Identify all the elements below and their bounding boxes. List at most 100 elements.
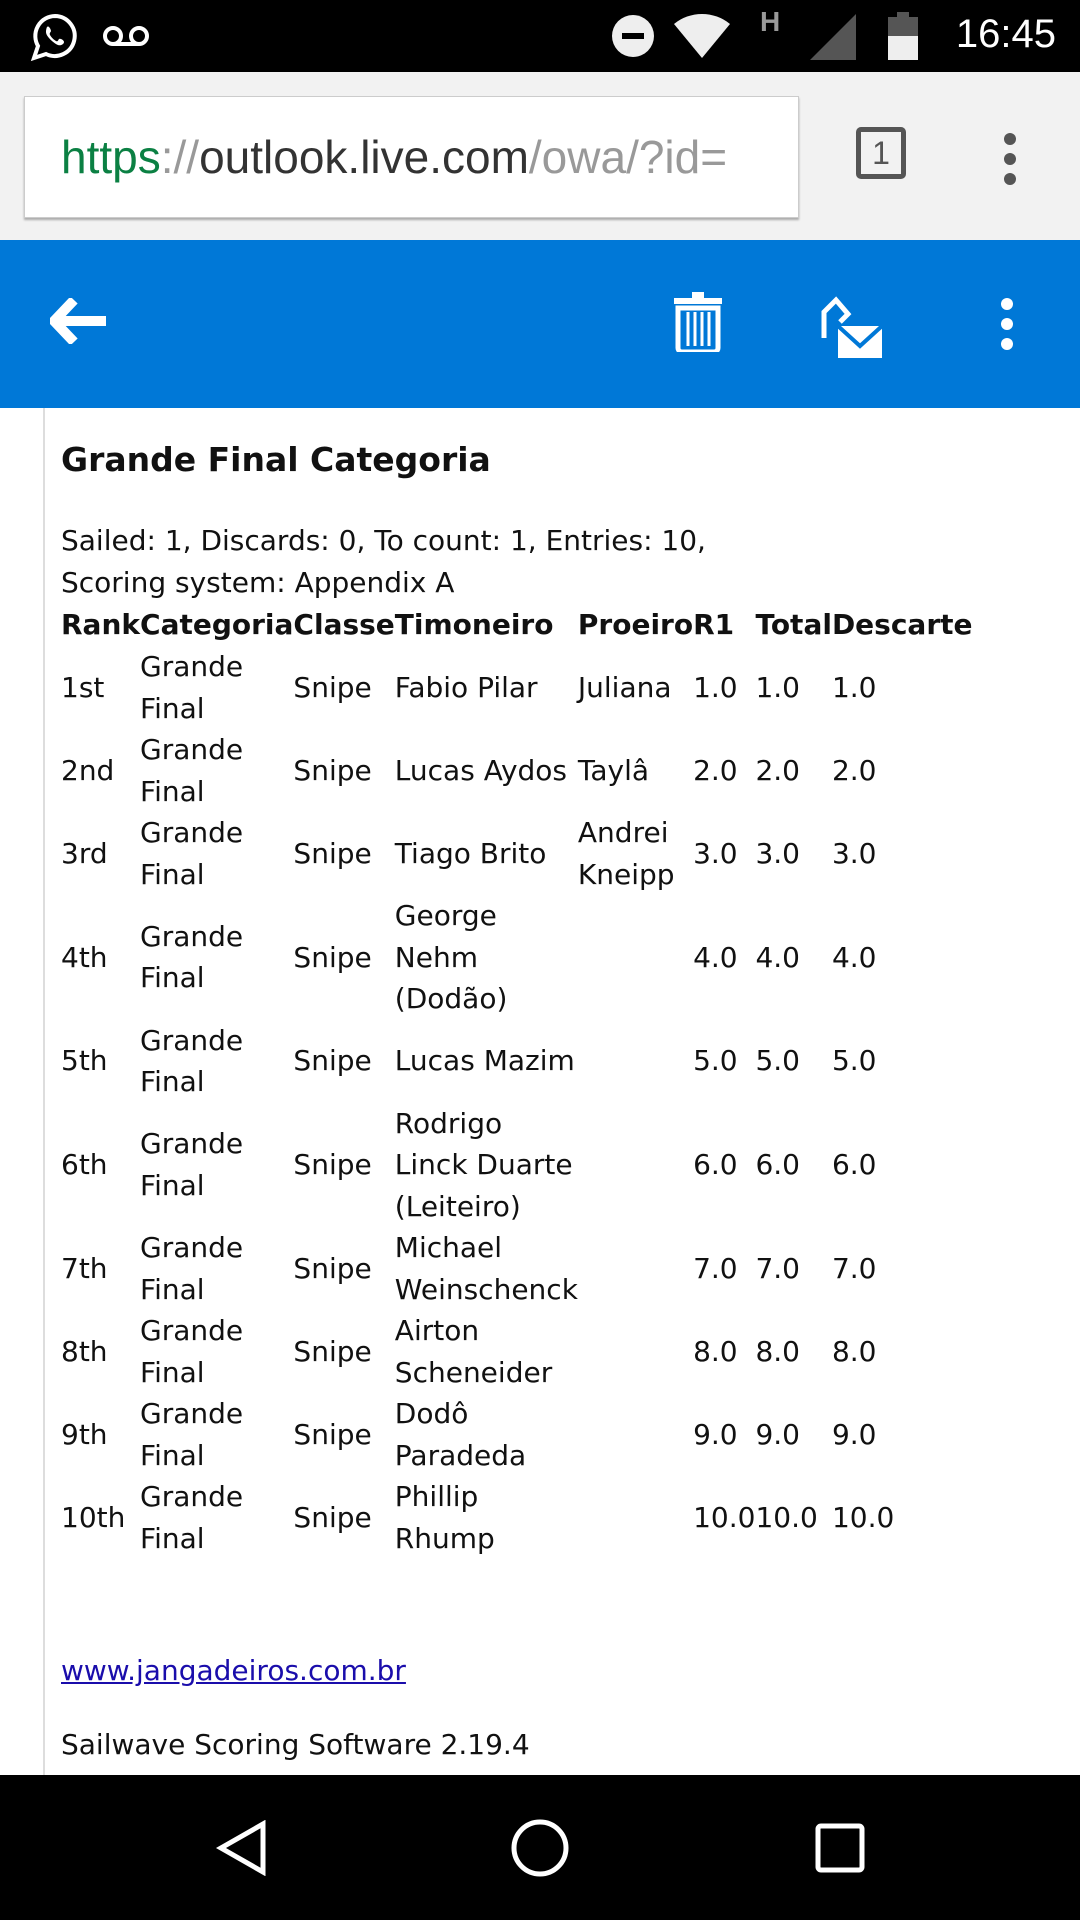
- cell-categoria: Grande Final: [140, 1480, 244, 1555]
- navigation-bar: [0, 1775, 1080, 1920]
- table-row: 6th Grande Final Snipe Rodrigo Linck Duarte…: [61, 1103, 973, 1228]
- email-body: Grande Final Categoria Sailed: 1, Discar…: [0, 408, 1080, 1775]
- cell-descarte: 5.0: [831, 1044, 877, 1078]
- cell-timoneiro: Tiago Brito: [394, 836, 547, 870]
- cell-categoria: Grande Final: [140, 919, 244, 995]
- cell-timoneiro: George Nehm (Dodão): [394, 899, 508, 1015]
- table-row: 9th Grande Final Snipe Dodô Paradeda 9.0 9.0 9…: [61, 1393, 973, 1476]
- cell-classe: Snipe: [293, 1500, 372, 1534]
- table-row: 5th Grande Final Snipe Lucas Mazim 5.0 5.0 5.0: [61, 1020, 973, 1103]
- clock: 16:45: [955, 12, 1056, 56]
- cell-rank: 9th: [61, 1417, 108, 1451]
- cell-categoria: Grande Final: [140, 1397, 244, 1472]
- cell-classe: Snipe: [293, 1044, 372, 1078]
- cell-categoria: Grande Final: [140, 816, 244, 891]
- column-header-total: Total: [755, 608, 832, 642]
- cell-proeiro: Taylâ: [577, 753, 650, 787]
- more-vert-icon[interactable]: [1001, 298, 1015, 358]
- home-circle-icon[interactable]: [510, 1818, 570, 1878]
- cell-proeiro: Juliana: [577, 670, 672, 704]
- cell-descarte: 1.0: [831, 670, 877, 704]
- column-header-classe: Classe: [293, 608, 395, 642]
- cell-timoneiro: Airton Scheneider: [394, 1314, 553, 1389]
- table-row: 8th Grande Final Snipe Airton Scheneider 8.0…: [61, 1310, 973, 1393]
- cell-rank: 6th: [61, 1148, 108, 1181]
- cell-r1: 2.0: [693, 753, 738, 787]
- status-bar: H 16:45: [0, 0, 1080, 72]
- cell-categoria: Grande Final: [140, 1314, 244, 1389]
- cell-timoneiro: Lucas Mazim: [394, 1044, 575, 1078]
- back-triangle-icon[interactable]: [215, 1820, 269, 1876]
- cell-r1: 1.0: [693, 670, 738, 704]
- cell-categoria: Grande Final: [140, 1231, 244, 1306]
- meta-line-1: Sailed: 1, Discards: 0, To count: 1, Ent…: [61, 524, 706, 557]
- cell-descarte: 4.0: [831, 940, 877, 974]
- table-row: 1st Grande Final Snipe Fabio Pilar Juliana 1.…: [61, 646, 973, 729]
- results-meta: Sailed: 1, Discards: 0, To count: 1, Ent…: [61, 520, 706, 604]
- column-header-timoneiro: Timoneiro: [394, 608, 554, 642]
- tab-switcher-button[interactable]: 1: [856, 127, 906, 179]
- mail-app-bar: [0, 240, 1080, 408]
- battery-icon: [888, 12, 918, 60]
- browser-menu-icon[interactable]: [1004, 133, 1018, 193]
- cell-descarte: 7.0: [831, 1251, 877, 1285]
- cell-timoneiro: Phillip Rhump: [394, 1480, 495, 1555]
- cell-rank: 1st: [61, 670, 105, 704]
- column-header-rank: Rank: [61, 608, 141, 642]
- column-header-categoria: Categoria: [140, 608, 294, 642]
- cell-proeiro: [578, 895, 693, 1020]
- table-row: 7th Grande Final Snipe Michael Weinschenck 7…: [61, 1227, 973, 1310]
- column-header-r1: R1: [693, 608, 735, 642]
- cell-timoneiro: Michael Weinschenck: [394, 1231, 578, 1306]
- cell-r1: 3.0: [693, 836, 738, 870]
- cell-total: 8.0: [755, 1334, 800, 1368]
- meta-line-2: Scoring system: Appendix A: [61, 566, 455, 599]
- cell-timoneiro: Dodô Paradeda: [394, 1397, 527, 1472]
- mark-unread-icon[interactable]: [820, 296, 884, 360]
- cell-descarte: 3.0: [831, 836, 877, 870]
- cell-classe: Snipe: [293, 753, 372, 787]
- cell-descarte: 10.0: [831, 1500, 895, 1534]
- back-arrow-icon[interactable]: [50, 298, 106, 344]
- cell-r1: 7.0: [693, 1251, 738, 1285]
- cell-proeiro: Andrei Kneipp: [577, 816, 675, 891]
- results-table: Rank Categoria Classe Timoneiro Proeiro R1 Tot…: [61, 604, 973, 1559]
- trash-icon[interactable]: [674, 290, 722, 352]
- cell-classe: Snipe: [293, 836, 372, 870]
- cell-timoneiro: Lucas Aydos: [394, 753, 568, 787]
- cell-descarte: 6.0: [831, 1148, 877, 1181]
- network-type-label: H: [760, 6, 781, 37]
- cell-timoneiro: Fabio Pilar: [394, 670, 538, 704]
- cell-descarte: 2.0: [831, 753, 877, 787]
- cell-r1: 9.0: [693, 1417, 738, 1451]
- cell-proeiro: [578, 1393, 693, 1476]
- cell-r1: 6.0: [693, 1148, 738, 1181]
- whatsapp-icon: [30, 13, 77, 62]
- cell-proeiro: [578, 1310, 693, 1393]
- url-scheme: https: [61, 131, 161, 183]
- do-not-disturb-icon: [612, 15, 654, 57]
- table-row: 2nd Grande Final Snipe Lucas Aydos Taylâ 2.0 2…: [61, 729, 973, 812]
- cell-categoria: Grande Final: [140, 733, 244, 808]
- cell-total: 6.0: [755, 1148, 800, 1181]
- jangadeiros-link[interactable]: www.jangadeiros.com.br: [61, 1654, 406, 1687]
- cell-classe: Snipe: [293, 1417, 372, 1451]
- column-header-descarte: Descarte: [831, 608, 973, 642]
- cell-proeiro: [578, 1227, 693, 1310]
- recents-square-icon[interactable]: [815, 1823, 865, 1873]
- cell-rank: 10th: [61, 1500, 126, 1534]
- table-row: 10th Grande Final Snipe Phillip Rhump 10.0 10…: [61, 1476, 973, 1559]
- table-header-row: Rank Categoria Classe Timoneiro Proeiro R1 Tot…: [61, 604, 973, 646]
- url-separator: ://: [160, 131, 200, 183]
- url-field[interactable]: https://outlook.live.com/owa/?id=: [24, 96, 799, 218]
- column-header-proeiro: Proeiro: [577, 608, 694, 642]
- cell-timoneiro: Rodrigo Linck Duarte (Leiteiro): [394, 1106, 573, 1223]
- table-row: 4th Grande Final Snipe George Nehm (Dodão) 4…: [61, 895, 973, 1020]
- cell-total: 7.0: [755, 1251, 800, 1285]
- cell-categoria: Grande Final: [140, 650, 244, 725]
- url-host: outlook.live.com: [199, 131, 529, 183]
- wifi-icon: [674, 14, 730, 58]
- cell-rank: 7th: [61, 1251, 108, 1285]
- cell-rank: 8th: [61, 1334, 108, 1368]
- cell-total: 9.0: [755, 1417, 800, 1451]
